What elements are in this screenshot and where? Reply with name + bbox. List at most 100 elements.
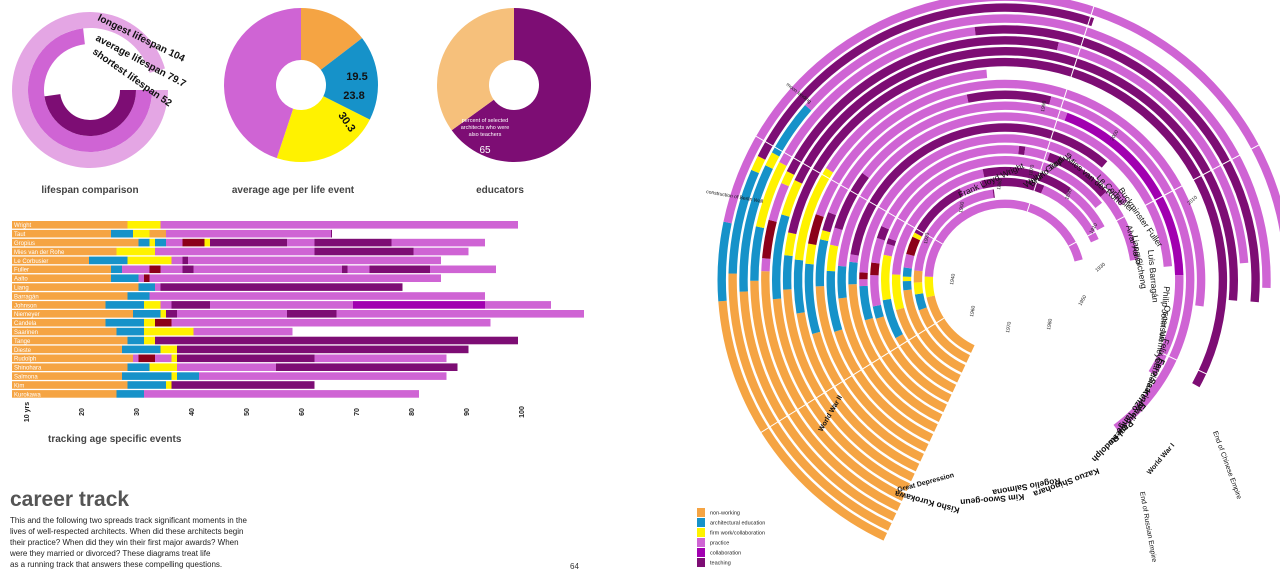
radial-year-label: 1930	[1094, 262, 1107, 274]
bar-segment-non_working	[12, 283, 139, 291]
bar-segment-practice	[122, 265, 150, 274]
radial-architect-label: Philip Johnson	[1157, 286, 1172, 342]
radial-segment-firm_work	[826, 244, 839, 272]
bar-segment-practice	[155, 283, 161, 291]
bar-segment-practice	[391, 238, 485, 247]
bar-row-label: Wright	[14, 223, 32, 229]
radial-row	[837, 112, 1173, 432]
bar-segment-teaching	[177, 354, 315, 363]
radial-year-label: 1880	[996, 178, 1004, 190]
bar-row: Dieste	[12, 345, 469, 354]
radial-segment-practice	[862, 101, 1068, 178]
bar-segment-firm_work	[144, 327, 194, 336]
avg-age-slice	[301, 8, 363, 70]
bar-segment-firm_work	[116, 247, 155, 256]
bar-segment-practice	[485, 301, 551, 309]
radial-segment-practice	[1056, 42, 1249, 264]
radial-rings	[717, 0, 1280, 541]
radial-segment-firm_work	[913, 282, 924, 295]
bar-segment-teaching	[155, 336, 518, 345]
bar-segment-architectural_education	[116, 390, 144, 398]
radial-segment-non_working	[848, 284, 943, 423]
bar-row: Saarinen	[12, 327, 293, 336]
bar-row-label: Salmona	[14, 375, 38, 381]
bar-segment-firm_work	[144, 336, 155, 345]
bar-segment-practice	[413, 247, 469, 256]
radial-segment-non_working	[918, 307, 970, 363]
radial-segment-practice	[892, 169, 985, 275]
bar-row: Liang	[12, 283, 403, 292]
radial-segment-architectural_education	[717, 221, 732, 302]
educators-annotation: also teachers	[469, 132, 502, 138]
radial-divider	[1010, 351, 1031, 569]
bar-row-label: Le Corbusier	[14, 259, 48, 265]
bar-row: Mies van der Rohe	[12, 247, 469, 256]
radial-segment-architectural_education	[882, 298, 903, 339]
bar-segment-firm_work	[166, 381, 172, 389]
radial-segment-architectural_education	[782, 255, 793, 290]
bar-segment-non_working	[12, 363, 128, 371]
radial-segment-teaching	[822, 212, 837, 233]
bar-row: Tange	[12, 336, 518, 345]
bar-axis-tick: 100	[519, 406, 526, 418]
bar-row-label: Kurokawa	[14, 392, 41, 398]
radial-segment-non_working	[895, 334, 957, 393]
bar-segment-teaching	[276, 363, 458, 371]
radial-segment-non_working	[761, 271, 906, 502]
radial-segment-practice	[859, 279, 868, 287]
bar-segment-practice	[133, 354, 139, 363]
radial-divider	[753, 134, 943, 245]
radial-segment-practice	[883, 243, 895, 257]
radial-segment-teaching	[876, 226, 890, 241]
legend-label: collaboration	[710, 551, 741, 557]
bar-segment-teaching	[369, 265, 430, 274]
page-number: 64	[570, 562, 579, 571]
bar-axis-tick: 20	[79, 408, 86, 416]
bar-segment-firm_work	[160, 345, 177, 354]
bar-segment-practice	[166, 238, 183, 247]
radial-segment-architectural_education	[739, 165, 773, 292]
radial-segment-dark_red	[870, 262, 880, 276]
radial-segment-architectural_education	[826, 270, 843, 332]
bar-segment-teaching	[314, 238, 392, 247]
radial-segment-practice	[959, 180, 984, 196]
bar-segment-dark_red	[182, 238, 205, 247]
radial-year-label: 1940	[949, 273, 957, 285]
radial-segment-architectural_education	[902, 267, 912, 277]
body-line: their practice? When did they win their …	[10, 538, 239, 547]
bar-segment-architectural_education	[111, 274, 139, 282]
bar-row-label: Shinohara	[14, 366, 42, 372]
bar-segment-firm_work	[149, 238, 155, 247]
radial-segment-practice	[903, 253, 915, 269]
radial-segment-practice	[888, 155, 1103, 241]
bar-segment-practice	[155, 247, 315, 256]
bar-segment-architectural_education	[133, 310, 161, 318]
bar-segment-architectural_education	[127, 336, 144, 345]
legend-label: firm work/collaboration	[710, 531, 765, 537]
radial-segment-non_working	[895, 307, 961, 383]
radial-architect-label: Paul Rudolph	[1090, 419, 1136, 465]
legend-label: architectural education	[710, 521, 765, 527]
bar-segment-firm_work	[127, 221, 161, 229]
legend-swatch-firm_work	[697, 528, 705, 537]
radial-architect-label: Kim Swoo-geun	[960, 492, 1025, 508]
radial-segment-architectural_education	[772, 214, 790, 300]
radial-row	[739, 14, 1271, 521]
bar-segment-teaching	[182, 265, 194, 274]
bar-segment-non_working	[12, 354, 133, 363]
radial-row	[881, 155, 1103, 393]
radial-segment-firm_work	[912, 232, 922, 241]
bar-row: Fuller	[12, 265, 496, 274]
bar-row: Niemeyer	[12, 310, 584, 318]
bar-segment-non_working	[12, 327, 117, 336]
radial-year-label: 2000	[1110, 129, 1121, 142]
bar-segment-firm_work	[160, 310, 166, 318]
radial-year-label: 1890	[1064, 188, 1074, 201]
bar-segment-architectural_education	[138, 283, 155, 291]
radial-row	[913, 189, 995, 363]
radial-row	[793, 69, 988, 472]
bar-segment-practice	[193, 265, 342, 274]
radial-segment-practice	[1041, 185, 1099, 243]
